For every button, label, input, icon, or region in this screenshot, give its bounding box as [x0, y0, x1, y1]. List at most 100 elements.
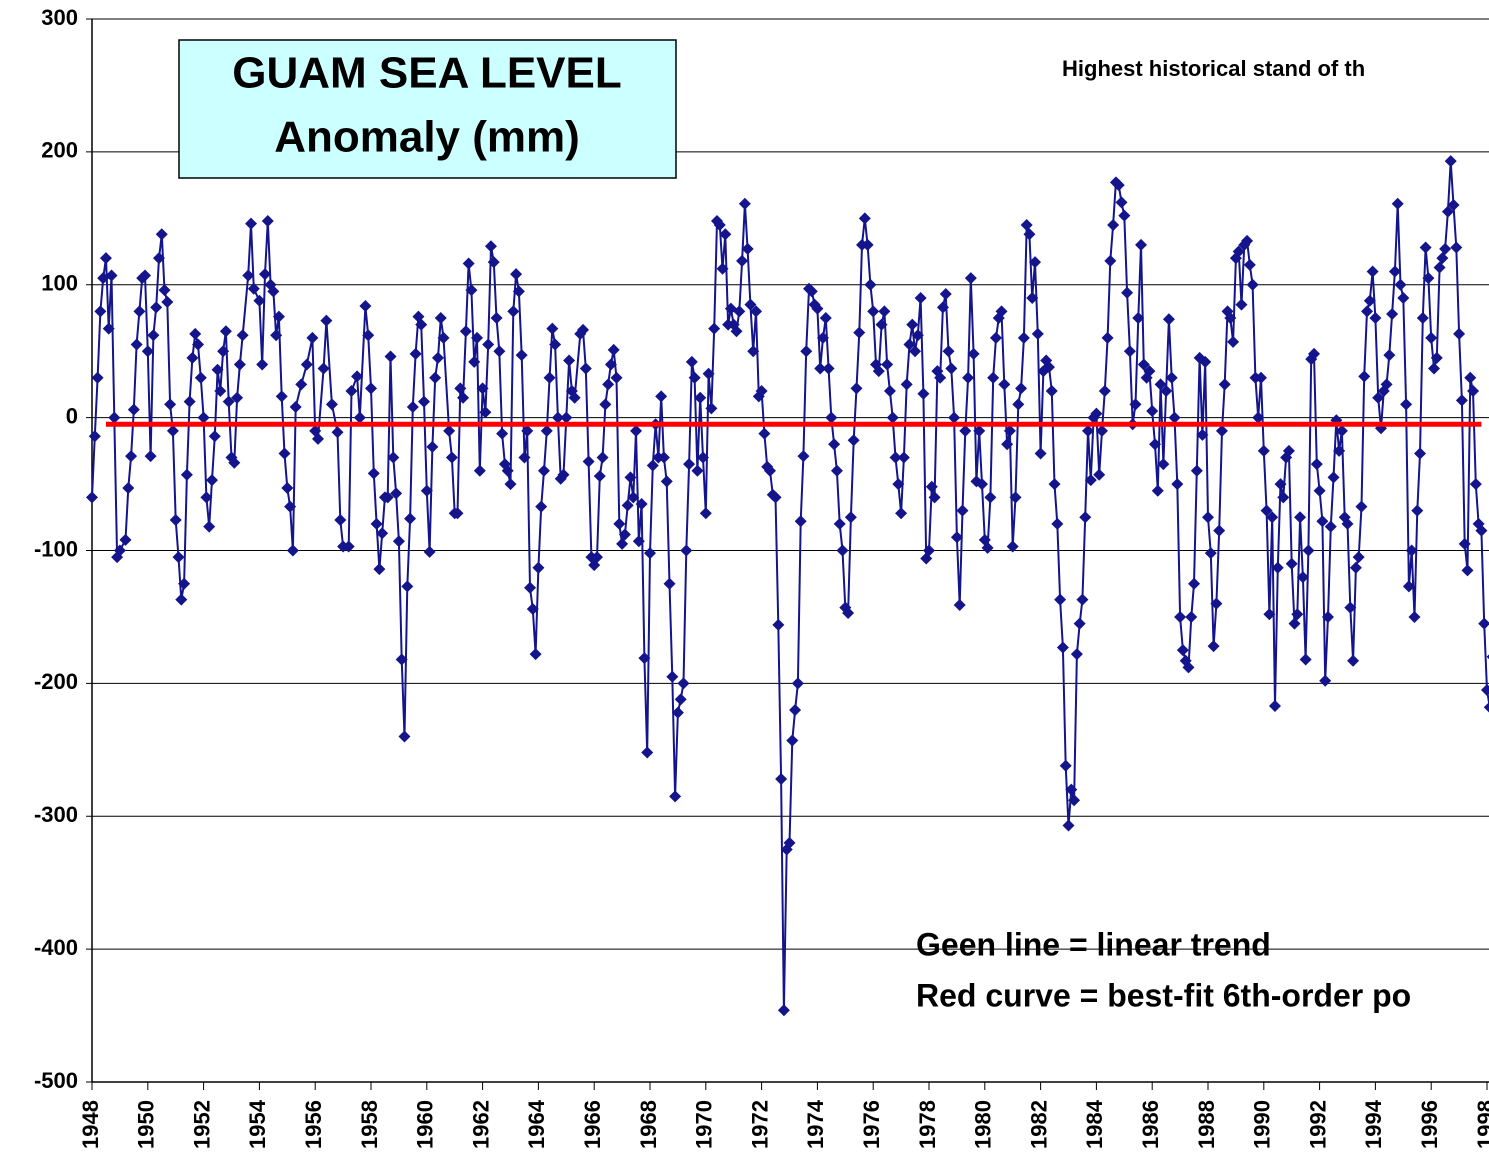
data-point — [777, 1004, 790, 1017]
data-point — [205, 474, 218, 487]
data-point — [1003, 424, 1016, 437]
data-point — [1023, 228, 1036, 241]
data-point — [1243, 258, 1256, 271]
data-point — [694, 391, 707, 404]
data-point — [113, 544, 126, 557]
data-point — [1084, 474, 1097, 487]
data-point — [501, 464, 514, 477]
x-tick-label: 1952 — [189, 1100, 214, 1149]
data-point — [797, 450, 810, 463]
data-point — [632, 535, 645, 548]
data-point — [1160, 385, 1173, 398]
data-point — [546, 322, 559, 335]
data-point — [1121, 286, 1134, 299]
data-point — [88, 430, 101, 443]
data-point — [872, 365, 885, 378]
data-point — [1132, 311, 1145, 324]
data-point — [1433, 261, 1446, 274]
x-tick-label: 1994 — [1361, 1099, 1386, 1149]
data-point — [331, 426, 344, 439]
data-point — [342, 540, 355, 553]
data-point — [231, 391, 244, 404]
data-point — [1009, 491, 1022, 504]
y-tick-label: -400 — [34, 935, 78, 960]
data-point — [1224, 311, 1237, 324]
data-point — [895, 507, 908, 520]
data-point — [311, 432, 324, 445]
data-point — [105, 269, 118, 282]
data-point — [392, 535, 405, 548]
data-point — [1006, 540, 1019, 553]
data-point — [844, 511, 857, 524]
data-point — [858, 212, 871, 225]
data-point — [468, 355, 481, 368]
data-point — [708, 322, 721, 335]
data-point — [1241, 234, 1254, 247]
data-point — [1453, 327, 1466, 340]
data-point — [1319, 674, 1332, 687]
data-point — [258, 268, 271, 281]
data-point — [702, 367, 715, 380]
data-point — [816, 331, 829, 344]
data-point — [786, 734, 799, 747]
data-point — [1042, 361, 1055, 374]
data-point — [404, 512, 417, 525]
data-point — [86, 491, 98, 504]
data-point — [1402, 580, 1415, 593]
data-point — [741, 242, 754, 255]
data-point — [1400, 398, 1413, 411]
data-point — [789, 703, 802, 716]
data-point — [1026, 292, 1039, 305]
data-point — [487, 256, 500, 269]
data-point — [99, 252, 112, 265]
data-point — [1369, 311, 1382, 324]
data-point — [579, 362, 592, 375]
data-point — [409, 347, 422, 360]
x-tick-label: 1968 — [636, 1100, 661, 1149]
data-point — [1282, 444, 1295, 457]
data-point — [923, 544, 935, 557]
data-point — [1327, 471, 1340, 484]
data-point — [691, 464, 704, 477]
data-point — [593, 470, 606, 483]
data-point — [228, 456, 241, 469]
data-point — [1285, 557, 1298, 570]
data-point — [998, 378, 1011, 391]
x-tick-label: 1948 — [78, 1100, 103, 1149]
data-point — [384, 350, 397, 363]
x-tick-label: 1972 — [747, 1100, 772, 1149]
data-point — [825, 411, 838, 424]
data-point — [345, 385, 358, 398]
data-point — [1252, 411, 1265, 424]
data-point — [733, 305, 746, 318]
data-point — [1151, 484, 1164, 497]
data-point — [1174, 610, 1187, 623]
data-point — [646, 459, 659, 472]
data-point — [272, 310, 285, 323]
data-point — [524, 581, 537, 594]
x-tick-label: 1962 — [468, 1100, 493, 1149]
data-point — [306, 331, 319, 344]
data-point — [178, 577, 191, 590]
data-point — [1344, 601, 1357, 614]
data-point — [270, 329, 283, 342]
data-point — [660, 475, 673, 488]
data-point — [953, 598, 966, 611]
data-point — [1171, 478, 1184, 491]
data-point — [451, 507, 464, 520]
data-point — [300, 358, 313, 371]
data-point — [242, 269, 255, 282]
x-tick-label: 1996 — [1417, 1100, 1442, 1149]
data-point — [842, 606, 855, 619]
data-point — [850, 382, 863, 395]
data-point — [275, 390, 288, 403]
data-point — [1486, 654, 1489, 660]
data-point — [1065, 783, 1078, 796]
data-point — [1458, 537, 1471, 550]
data-point — [1101, 331, 1114, 344]
data-point — [1123, 345, 1136, 358]
data-point — [560, 411, 573, 424]
y-tick-label: -300 — [34, 802, 78, 827]
data-point — [836, 544, 849, 557]
